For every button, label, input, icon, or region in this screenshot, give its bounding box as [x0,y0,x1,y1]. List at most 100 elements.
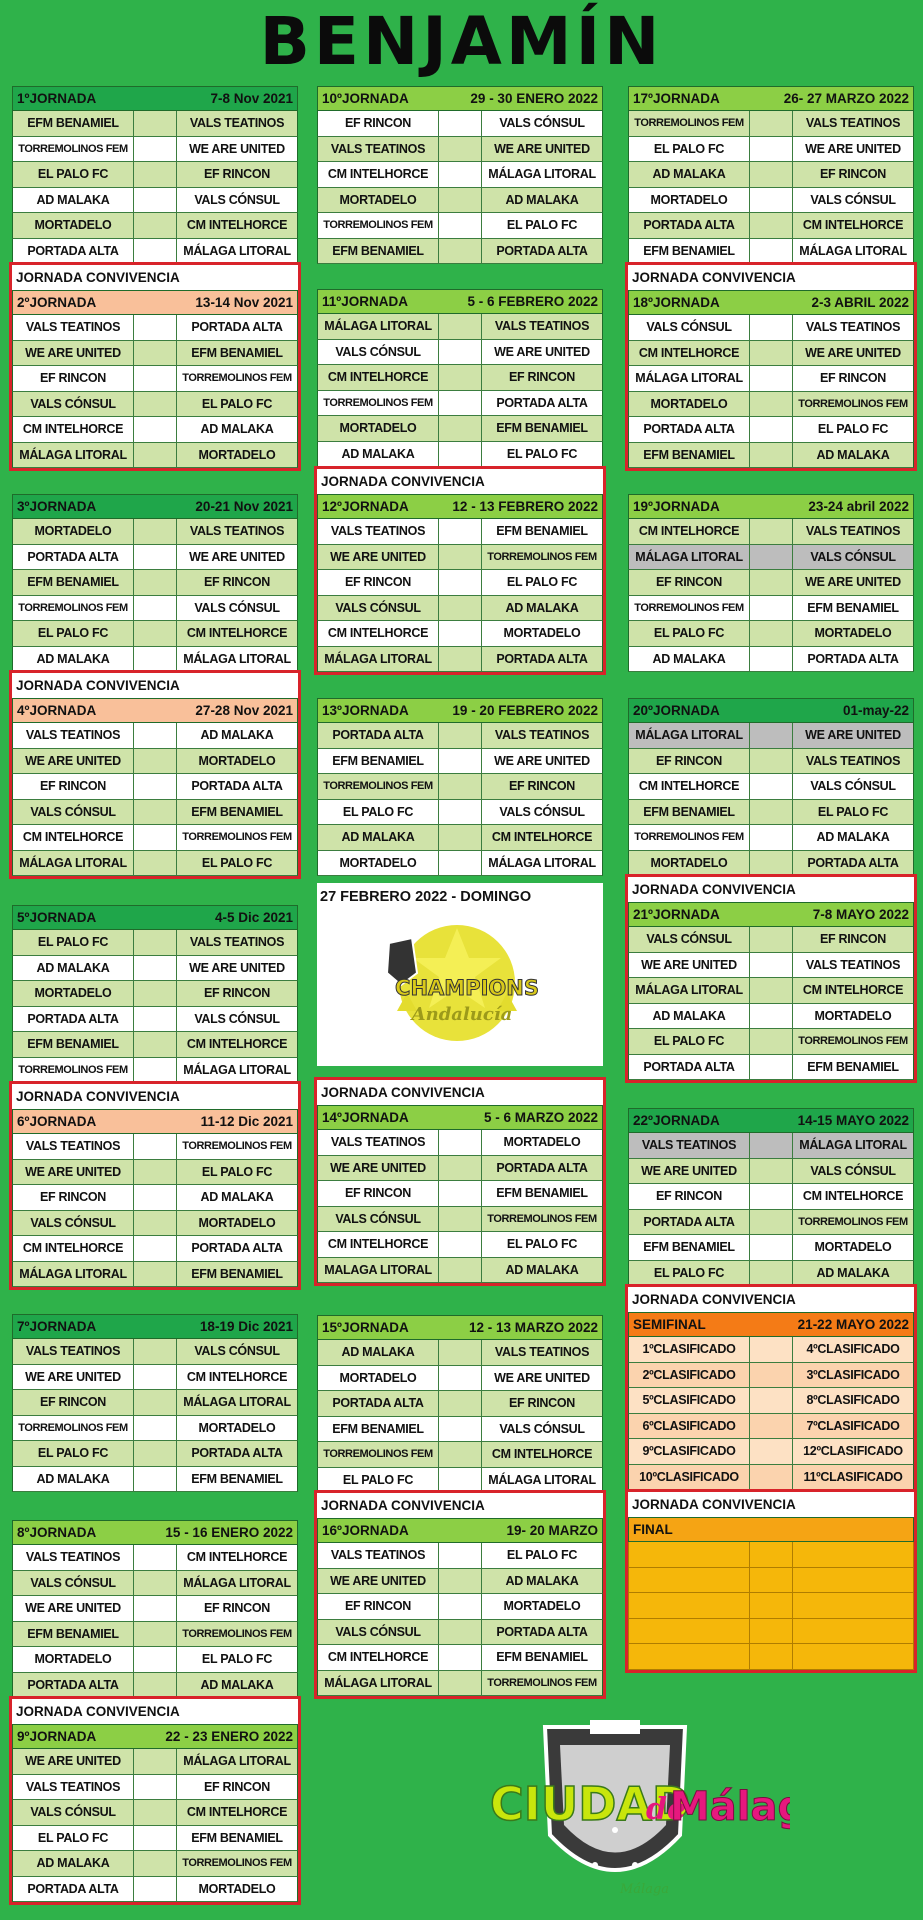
jornada-date: 13-14 Nov 2021 [195,295,293,310]
match-row: PORTADA ALTA EL PALO FC [628,417,914,443]
jornada-header: 1ºJORNADA 7-8 Nov 2021 [12,86,298,111]
home-team: EL PALO FC [653,1265,725,1280]
score-cell [438,1206,482,1231]
match-row: EL PALO FC CM INTELHORCE [12,621,298,647]
final-cell [793,1593,913,1618]
score-cell [438,1391,482,1416]
match-row: 9ºCLASIFICADO 12ºCLASIFICADO [628,1439,914,1465]
convivencia-label: JORNADA CONVIVENCIA [628,1287,914,1312]
score-cell [133,1415,177,1440]
score-cell [133,1364,177,1389]
score-cell [438,850,482,875]
away-team: EL PALO FC [201,1652,273,1667]
score-cell [133,595,177,620]
score-cell [749,1209,793,1234]
home-team: CM INTELHORCE [327,370,429,385]
home-team: VALS TEATINOS [25,1139,121,1154]
final-cell [629,1644,749,1669]
match-row: WE ARE UNITED EFM BENAMIEL [12,340,298,366]
away-team: EFM BENAMIEL [191,804,283,819]
away-team: AD MALAKA [505,192,579,207]
home-team: EFM BENAMIEL [643,1240,735,1255]
home-team: MORTADELO [339,192,417,207]
away-team: MÁLAGA LITORAL [183,1395,291,1410]
score-cell [438,1645,482,1670]
score-cell [749,1184,793,1209]
home-team: EL PALO FC [653,626,725,641]
final-cell [749,1593,793,1618]
final-row [628,1567,914,1593]
jornada-header: 15ºJORNADA 12 - 13 MARZO 2022 [317,1315,603,1340]
jornada-date: 20-21 Nov 2021 [195,499,293,514]
match-row: VALS TEATINOS VALS CÓNSUL [12,1339,298,1365]
score-cell [133,1441,177,1466]
away-team: EL PALO FC [201,1164,273,1179]
away-team: MORTADELO [503,1135,581,1150]
home-team: TORREMOLINOS FEM [634,601,744,614]
score-cell [133,1647,177,1672]
score-cell [438,162,482,187]
score-cell [749,162,793,187]
away-team: PORTADA ALTA [496,1160,588,1175]
match-row: AD MALAKA MÁLAGA LITORAL [12,646,298,672]
score-cell [133,1621,177,1646]
match-row: 1ºCLASIFICADO 4ºCLASIFICADO [628,1337,914,1363]
jornada-name: 16ºJORNADA [322,1523,409,1538]
home-team: 1ºCLASIFICADO [642,1342,736,1357]
home-team: EL PALO FC [342,1472,414,1487]
match-row: VALS CÓNSUL CM INTELHORCE [12,1800,298,1826]
match-row: VALS CÓNSUL WE ARE UNITED [317,339,603,365]
score-cell [133,1134,177,1159]
jornada-name: 3ºJORNADA [17,499,97,514]
away-team: EL PALO FC [817,804,889,819]
home-team: MÁLAGA LITORAL [19,855,127,870]
match-row: MORTADELO EFM BENAMIEL [317,416,603,442]
home-team: WE ARE UNITED [25,1601,121,1616]
score-cell [438,825,482,850]
home-team: WE ARE UNITED [25,753,121,768]
match-row: TORREMOLINOS FEM CM INTELHORCE [317,1442,603,1468]
score-cell [438,416,482,441]
score-cell [133,646,177,671]
away-team: VALS CÓNSUL [194,1344,280,1359]
score-cell [438,111,482,136]
home-team: MÁLAGA LITORAL [324,1675,432,1690]
home-team: VALS CÓNSUL [30,804,116,819]
match-row: EFM BENAMIEL WE ARE UNITED [317,748,603,774]
match-row: MALAGA LITORAL AD MALAKA [317,1257,603,1283]
match-row: EF RINCON VALS CÓNSUL [317,111,603,137]
match-row: MORTADELO EF RINCON [12,981,298,1007]
home-team: VALS CÓNSUL [30,1215,116,1230]
match-row: MÁLAGA LITORAL TORREMOLINOS FEM [317,1670,603,1696]
score-cell [133,187,177,212]
home-team: TORREMOLINOS FEM [18,142,128,155]
match-row: MÁLAGA LITORAL EF RINCON [628,366,914,392]
home-team: MORTADELO [650,192,728,207]
away-team: AD MALAKA [816,830,890,845]
jornada-date: 5 - 6 FEBRERO 2022 [467,294,598,309]
score-cell [438,1619,482,1644]
score-cell [438,136,482,161]
away-team: TORREMOLINOS FEM [182,1140,292,1153]
home-team: AD MALAKA [36,1856,110,1871]
score-cell [749,366,793,391]
away-team: CM INTELHORCE [186,218,288,233]
match-row: MORTADELO TORREMOLINOS FEM [628,391,914,417]
away-team: MORTADELO [503,626,581,641]
match-row: CM INTELHORCE EF RINCON [317,365,603,391]
away-team: VALS TEATINOS [494,728,590,743]
jornada-block: JORNADA CONVIVENCIA 6ºJORNADA 11-12 Dic 20… [9,1081,301,1290]
score-cell [133,340,177,365]
match-row: EL PALO FC TORREMOLINOS FEM [628,1029,914,1055]
jornada-name: 10ºJORNADA [322,91,409,106]
away-team: PORTADA ALTA [191,779,283,794]
jornada-name: 19ºJORNADA [633,499,720,514]
home-team: VALS TEATINOS [25,1779,121,1794]
home-team: PORTADA ALTA [27,1881,119,1896]
home-team: EFM BENAMIEL [27,116,119,131]
match-row: VALS TEATINOS MÁLAGA LITORAL [628,1133,914,1159]
ciudad-de-malaga-logo-icon: Liga de Futbol CIUDAD de Málaga Málaga [489,1720,790,1897]
score-cell [133,774,177,799]
match-row: PORTADA ALTA TORREMOLINOS FEM [628,1209,914,1235]
home-team: EFM BENAMIEL [332,243,424,258]
